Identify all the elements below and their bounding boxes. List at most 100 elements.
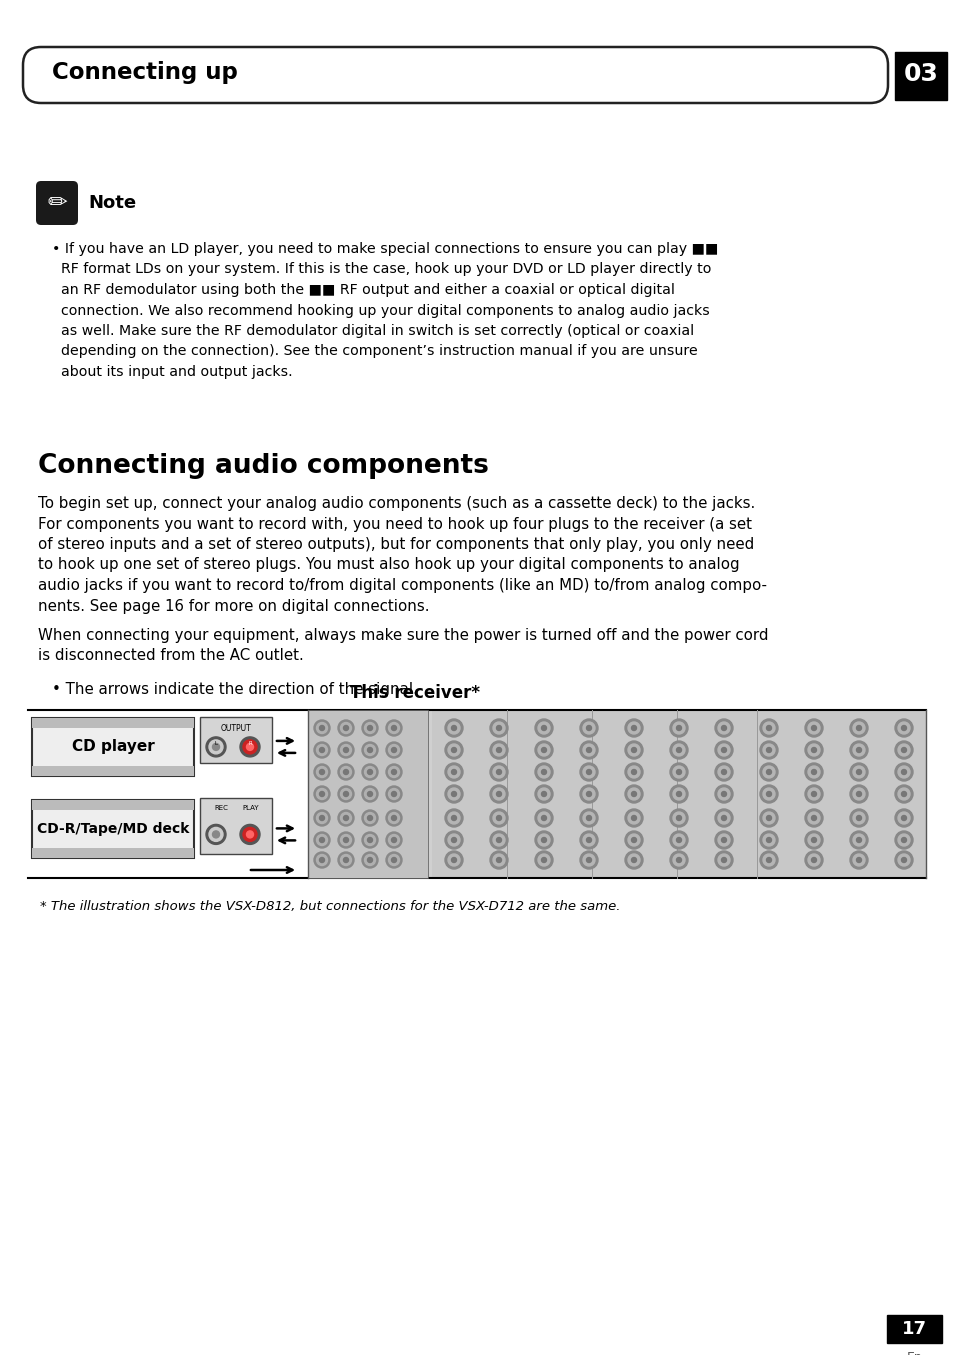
Circle shape [852,789,864,799]
Circle shape [448,812,459,824]
Circle shape [582,722,595,734]
Circle shape [714,785,732,804]
Circle shape [586,837,591,843]
Circle shape [720,837,726,843]
Circle shape [852,833,864,846]
Text: En: En [905,1351,922,1355]
Circle shape [762,766,774,778]
Circle shape [388,835,399,846]
Circle shape [720,816,726,821]
Circle shape [804,720,822,737]
Bar [32,718,193,776]
Circle shape [444,763,462,780]
Circle shape [490,720,507,737]
Circle shape [762,744,774,756]
Circle shape [490,831,507,850]
Circle shape [209,828,223,841]
Circle shape [765,858,771,863]
Circle shape [343,837,348,843]
FancyBboxPatch shape [36,182,78,225]
Circle shape [669,851,687,869]
Text: nents. See page 16 for more on digital connections.: nents. See page 16 for more on digital c… [38,599,429,614]
Circle shape [897,744,909,756]
Circle shape [496,858,501,863]
Circle shape [451,816,456,821]
Circle shape [579,785,598,804]
Circle shape [367,791,372,797]
Circle shape [582,789,595,799]
Circle shape [490,809,507,827]
Circle shape [388,789,399,799]
Text: For components you want to record with, you need to hook up four plugs to the re: For components you want to record with, … [38,516,751,531]
Circle shape [720,791,726,797]
Circle shape [901,858,905,863]
Circle shape [897,789,909,799]
Circle shape [718,812,729,824]
Circle shape [765,725,771,730]
Bar [886,1314,941,1343]
Circle shape [849,809,867,827]
Text: Note: Note [88,194,136,211]
Circle shape [856,748,861,752]
Text: REC: REC [214,805,229,812]
Circle shape [535,785,553,804]
Circle shape [765,837,771,843]
Circle shape [720,770,726,775]
Circle shape [765,816,771,821]
Circle shape [246,831,253,837]
Circle shape [535,809,553,827]
Bar [32,766,193,776]
Circle shape [804,741,822,759]
Circle shape [451,858,456,863]
Text: PLAY: PLAY [242,805,258,812]
Circle shape [676,791,680,797]
Circle shape [448,854,459,866]
Circle shape [672,722,684,734]
Circle shape [579,720,598,737]
Circle shape [807,854,820,866]
Circle shape [496,725,501,730]
Circle shape [391,791,396,797]
FancyBboxPatch shape [23,47,887,103]
Circle shape [852,766,864,778]
Circle shape [361,743,377,757]
Circle shape [894,763,912,780]
Text: 17: 17 [901,1320,926,1337]
Circle shape [849,720,867,737]
Circle shape [337,720,354,736]
Bar [308,710,428,878]
Text: depending on the connection). See the component’s instruction manual if you are : depending on the connection). See the co… [52,344,697,359]
Circle shape [897,833,909,846]
Text: • If you have an LD player, you need to make special connections to ensure you c: • If you have an LD player, you need to … [52,243,718,256]
Circle shape [361,832,377,848]
Circle shape [624,741,642,759]
Circle shape [631,725,636,730]
Circle shape [535,851,553,869]
Circle shape [807,789,820,799]
Circle shape [811,748,816,752]
Circle shape [343,770,348,775]
Circle shape [894,785,912,804]
Circle shape [316,789,327,799]
Circle shape [894,741,912,759]
Circle shape [337,764,354,780]
Circle shape [340,835,351,846]
Circle shape [243,828,256,841]
Circle shape [894,809,912,827]
Circle shape [448,833,459,846]
Text: CD player: CD player [71,740,154,755]
Circle shape [496,770,501,775]
Circle shape [579,831,598,850]
Circle shape [364,767,375,778]
Circle shape [388,813,399,824]
Circle shape [316,835,327,846]
Circle shape [676,837,680,843]
Circle shape [316,722,327,733]
Circle shape [631,858,636,863]
Circle shape [804,763,822,780]
Circle shape [676,725,680,730]
Circle shape [337,832,354,848]
Circle shape [448,722,459,734]
Circle shape [537,812,550,824]
Circle shape [714,831,732,850]
